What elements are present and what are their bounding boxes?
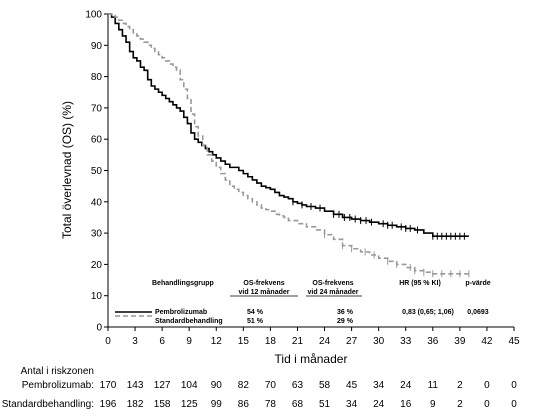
risk-count: 99: [211, 399, 223, 410]
risk-count: 16: [400, 399, 412, 410]
risk-count: 143: [127, 380, 144, 391]
risk-count: 182: [127, 399, 144, 410]
risk-count: 170: [100, 380, 117, 391]
summary-header: HR (95 % KI): [399, 280, 441, 287]
x-tick-label: 12: [211, 336, 223, 347]
summary-cell-hr: 0,83 (0,65; 1,06): [402, 309, 454, 316]
legend: [115, 311, 152, 317]
y-tick-label: 40: [91, 197, 103, 208]
y-tick-label: 30: [91, 229, 103, 240]
summary-header: OS-frekvens: [243, 280, 284, 287]
curve-pembrolizumab: [108, 13, 469, 238]
summary-header: OS-frekvens: [312, 280, 353, 287]
risk-count: 0: [511, 380, 517, 391]
censor-marks: [292, 198, 470, 278]
x-tick-label: 9: [186, 336, 192, 347]
survival-curves: [108, 13, 469, 275]
risk-table-title: Antal i riskzonen: [21, 366, 94, 377]
x-tick-label: 21: [292, 336, 304, 347]
risk-count: 196: [100, 399, 117, 410]
risk-count: 45: [346, 380, 358, 391]
risk-count: 0: [511, 399, 517, 410]
risk-count: 63: [292, 380, 304, 391]
risk-count: 34: [346, 399, 358, 410]
summary-cell-p: 0,0693: [467, 309, 489, 316]
summary-cell-os24: 29 %: [337, 318, 354, 325]
y-tick-label: 0: [96, 323, 102, 334]
x-tick-label: 3: [132, 336, 138, 347]
summary-header: vid 12 månader: [239, 288, 290, 296]
x-tick-label: 15: [238, 336, 250, 347]
summary-cell-os12: 54 %: [247, 309, 264, 316]
y-tick-label: 100: [85, 10, 102, 21]
summary-header: vid 24 månader: [308, 288, 359, 296]
summary-cell-group: Pembrolizumab: [155, 309, 207, 316]
x-tick-label: 36: [427, 336, 439, 347]
summary-cell-os24: 36 %: [337, 309, 354, 316]
summary-header: Behandlingsgrupp: [152, 280, 214, 287]
risk-count: 51: [319, 399, 331, 410]
curve-standardbehandling: [108, 13, 469, 275]
summary-cell-group: Standardbehandling: [155, 318, 223, 325]
x-tick-label: 30: [373, 336, 385, 347]
risk-count: 68: [292, 399, 304, 410]
x-tick-label: 6: [159, 336, 165, 347]
risk-count: 158: [154, 399, 171, 410]
risk-count: 9: [430, 399, 436, 410]
risk-count: 11: [428, 380, 439, 391]
x-tick-label: 39: [454, 336, 466, 347]
x-tick-label: 18: [265, 336, 277, 347]
x-tick-label: 33: [400, 336, 412, 347]
risk-count: 127: [154, 380, 171, 391]
risk-count: 86: [238, 399, 250, 410]
risk-count: 2: [457, 380, 463, 391]
risk-count: 24: [373, 399, 385, 410]
x-tick-label: 27: [346, 336, 358, 347]
y-tick-label: 90: [91, 41, 103, 52]
risk-count: 24: [400, 380, 412, 391]
risk-count: 78: [265, 399, 277, 410]
risk-count: 70: [265, 380, 277, 391]
risk-count: 34: [373, 380, 385, 391]
risk-count: 0: [484, 399, 490, 410]
risk-count: 104: [181, 380, 198, 391]
risk-row-label: Pembrolizumab:: [22, 380, 94, 391]
y-tick-label: 70: [91, 103, 103, 114]
axis-ticks: 0 3 6 9 12 15 18 21 24 27 30 33 36 39 42 45010203040506…: [85, 10, 520, 348]
y-tick-label: 20: [91, 260, 103, 271]
risk-row-label: Standardbehandling:: [2, 399, 94, 410]
x-tick-label: 45: [508, 336, 520, 347]
risk-count: 0: [484, 380, 490, 391]
x-tick-label: 42: [481, 336, 493, 347]
risk-table: Antal i riskzonen Pembrolizumab: 170 143 12…: [2, 366, 518, 410]
x-axis-title: Tid i månader: [275, 352, 348, 366]
x-tick-label: 0: [105, 336, 111, 347]
y-tick-label: 60: [91, 135, 103, 146]
y-tick-label: 10: [91, 291, 103, 302]
summary-cell-os12: 51 %: [247, 318, 264, 325]
x-tick-label: 24: [319, 336, 331, 347]
risk-count: 90: [211, 380, 223, 391]
risk-count: 58: [319, 380, 331, 391]
y-tick-label: 80: [91, 72, 103, 83]
y-axis-title: Total överlevnad (OS) (%): [60, 101, 74, 239]
risk-count: 125: [181, 399, 198, 410]
y-tick-label: 50: [91, 166, 103, 177]
risk-count: 2: [457, 399, 463, 410]
risk-count: 82: [238, 380, 250, 391]
summary-header: p-värde: [465, 280, 490, 287]
